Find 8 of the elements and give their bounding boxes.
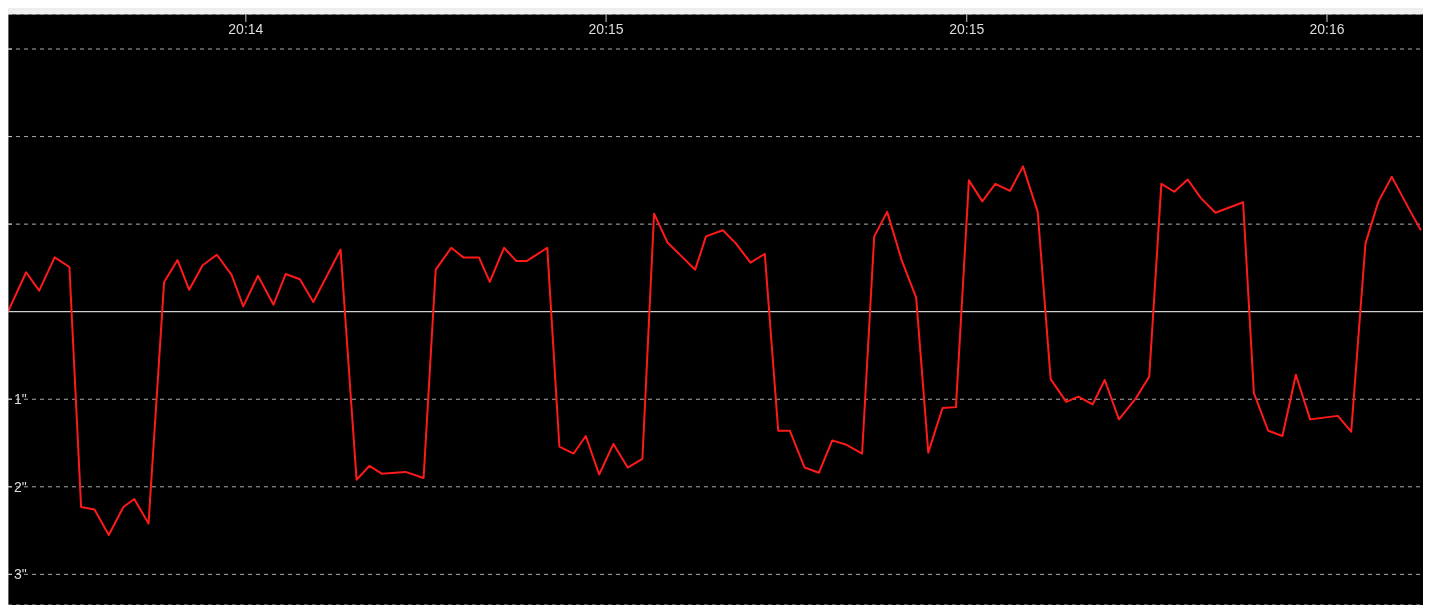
line-series [8,165,1422,536]
y-tick-label: 3" [14,566,27,583]
x-tick-label: 20:16 [1309,20,1345,37]
y-tick-label: 2" [14,478,27,495]
x-tick-label: 20:15 [588,20,624,37]
x-tick-label: 20:15 [949,20,985,37]
x-tick-label: 20:14 [228,20,264,37]
y-tick-label: 1" [14,391,27,408]
